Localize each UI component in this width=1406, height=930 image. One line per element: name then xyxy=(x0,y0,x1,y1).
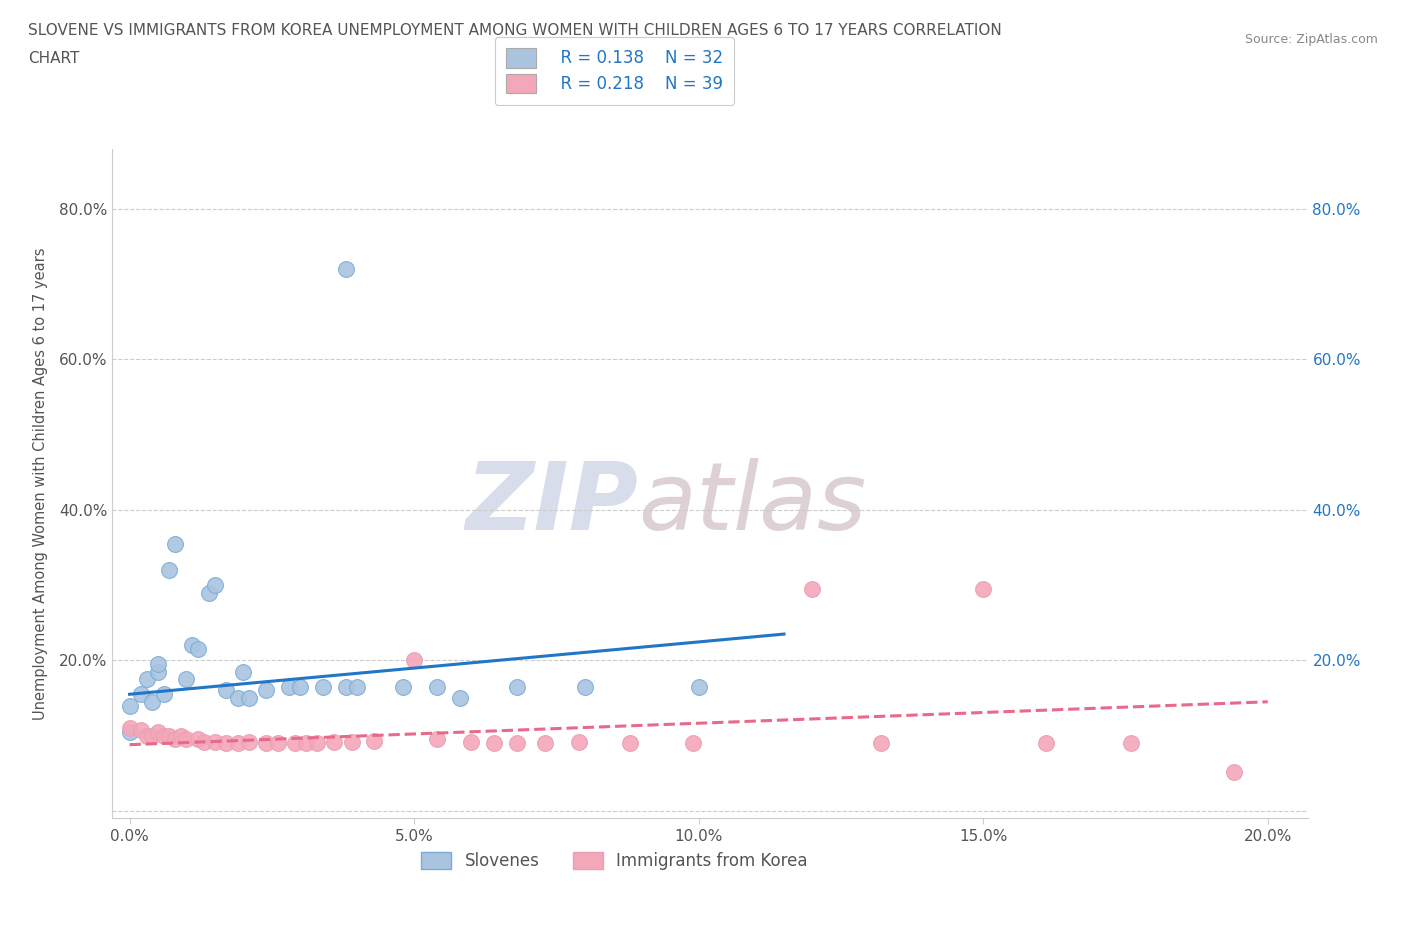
Point xyxy=(972,581,994,596)
Point xyxy=(254,736,277,751)
Point xyxy=(157,563,180,578)
Point xyxy=(215,736,238,751)
Point xyxy=(482,736,505,751)
Point xyxy=(170,728,193,743)
Point xyxy=(266,736,288,751)
Point xyxy=(226,736,249,751)
Point xyxy=(204,734,226,749)
Point xyxy=(204,578,226,592)
Point xyxy=(1035,736,1057,751)
Point xyxy=(404,653,426,668)
Point xyxy=(335,679,357,694)
Point xyxy=(238,691,260,706)
Point xyxy=(152,728,174,743)
Point xyxy=(238,734,260,749)
Point xyxy=(226,691,249,706)
Text: CHART: CHART xyxy=(28,51,80,66)
Point xyxy=(284,736,307,751)
Point xyxy=(534,736,557,751)
Point xyxy=(1222,764,1244,779)
Point xyxy=(118,724,141,739)
Point xyxy=(323,734,346,749)
Point xyxy=(307,736,329,751)
Point xyxy=(198,585,221,600)
Point xyxy=(460,734,482,749)
Point xyxy=(363,734,385,749)
Point xyxy=(505,679,527,694)
Point xyxy=(340,734,363,749)
Point xyxy=(688,679,710,694)
Legend: Slovenes, Immigrants from Korea: Slovenes, Immigrants from Korea xyxy=(415,845,814,877)
Point xyxy=(141,695,163,710)
Point xyxy=(574,679,596,694)
Point xyxy=(146,664,169,679)
Point xyxy=(135,728,157,743)
Point xyxy=(869,736,891,751)
Point xyxy=(129,687,152,702)
Text: SLOVENE VS IMMIGRANTS FROM KOREA UNEMPLOYMENT AMONG WOMEN WITH CHILDREN AGES 6 T: SLOVENE VS IMMIGRANTS FROM KOREA UNEMPLO… xyxy=(28,23,1002,38)
Point xyxy=(426,732,449,747)
Point xyxy=(193,734,215,749)
Point xyxy=(215,683,238,698)
Point xyxy=(176,671,198,686)
Point xyxy=(346,679,368,694)
Point xyxy=(295,736,318,751)
Point xyxy=(801,581,824,596)
Point xyxy=(118,721,141,736)
Point xyxy=(682,736,704,751)
Point xyxy=(187,732,209,747)
Point xyxy=(449,691,471,706)
Point xyxy=(391,679,413,694)
Point xyxy=(277,679,299,694)
Point xyxy=(335,261,357,276)
Point xyxy=(141,728,163,743)
Point xyxy=(157,728,180,743)
Point xyxy=(118,698,141,713)
Point xyxy=(165,537,187,551)
Text: atlas: atlas xyxy=(638,458,866,550)
Text: ZIP: ZIP xyxy=(465,458,638,550)
Point xyxy=(129,723,152,737)
Point xyxy=(254,683,277,698)
Text: Source: ZipAtlas.com: Source: ZipAtlas.com xyxy=(1244,33,1378,46)
Point xyxy=(426,679,449,694)
Point xyxy=(290,679,312,694)
Point xyxy=(568,734,591,749)
Point xyxy=(135,671,157,686)
Point xyxy=(1121,736,1143,751)
Point xyxy=(152,687,174,702)
Point xyxy=(146,724,169,739)
Point xyxy=(619,736,641,751)
Y-axis label: Unemployment Among Women with Children Ages 6 to 17 years: Unemployment Among Women with Children A… xyxy=(32,247,48,720)
Point xyxy=(505,736,527,751)
Point xyxy=(181,638,204,653)
Point xyxy=(176,732,198,747)
Point xyxy=(187,642,209,657)
Point xyxy=(146,657,169,671)
Point xyxy=(165,732,187,747)
Point xyxy=(312,679,335,694)
Point xyxy=(232,664,254,679)
